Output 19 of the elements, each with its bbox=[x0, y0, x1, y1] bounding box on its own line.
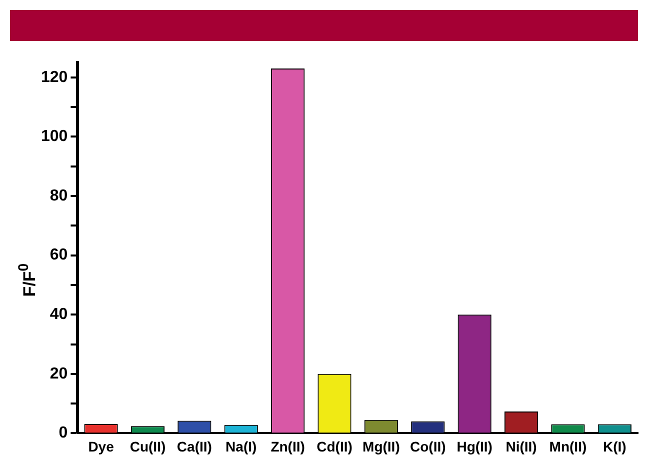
x-tick-label: Ni(II) bbox=[506, 438, 537, 454]
x-tick-label: Co(II) bbox=[410, 438, 446, 454]
y-tick-label: 100 bbox=[40, 128, 68, 146]
y-tick-label: 60 bbox=[50, 246, 68, 264]
x-tick-label: Dye bbox=[88, 438, 114, 454]
y-tick-label: 0 bbox=[58, 424, 68, 442]
x-tick-label: Hg(II) bbox=[456, 438, 492, 454]
x-tick-label: Mg(II) bbox=[362, 438, 400, 454]
y-tick-label: 80 bbox=[50, 187, 68, 204]
y-tick-label: 20 bbox=[50, 365, 68, 382]
y-tick-label: 120 bbox=[40, 68, 68, 86]
x-tick-label: Cd(II) bbox=[316, 438, 352, 454]
x-tick-label: Cu(II) bbox=[130, 438, 166, 454]
x-tick-label: Mn(II) bbox=[549, 438, 587, 454]
x-tick-label: Ca(II) bbox=[176, 438, 212, 454]
y-tick-label: 40 bbox=[50, 306, 68, 324]
x-tick-label: K(I) bbox=[602, 438, 626, 454]
x-tick-label: Zn(II) bbox=[270, 438, 305, 454]
x-tick-label: Na(I) bbox=[226, 438, 257, 454]
